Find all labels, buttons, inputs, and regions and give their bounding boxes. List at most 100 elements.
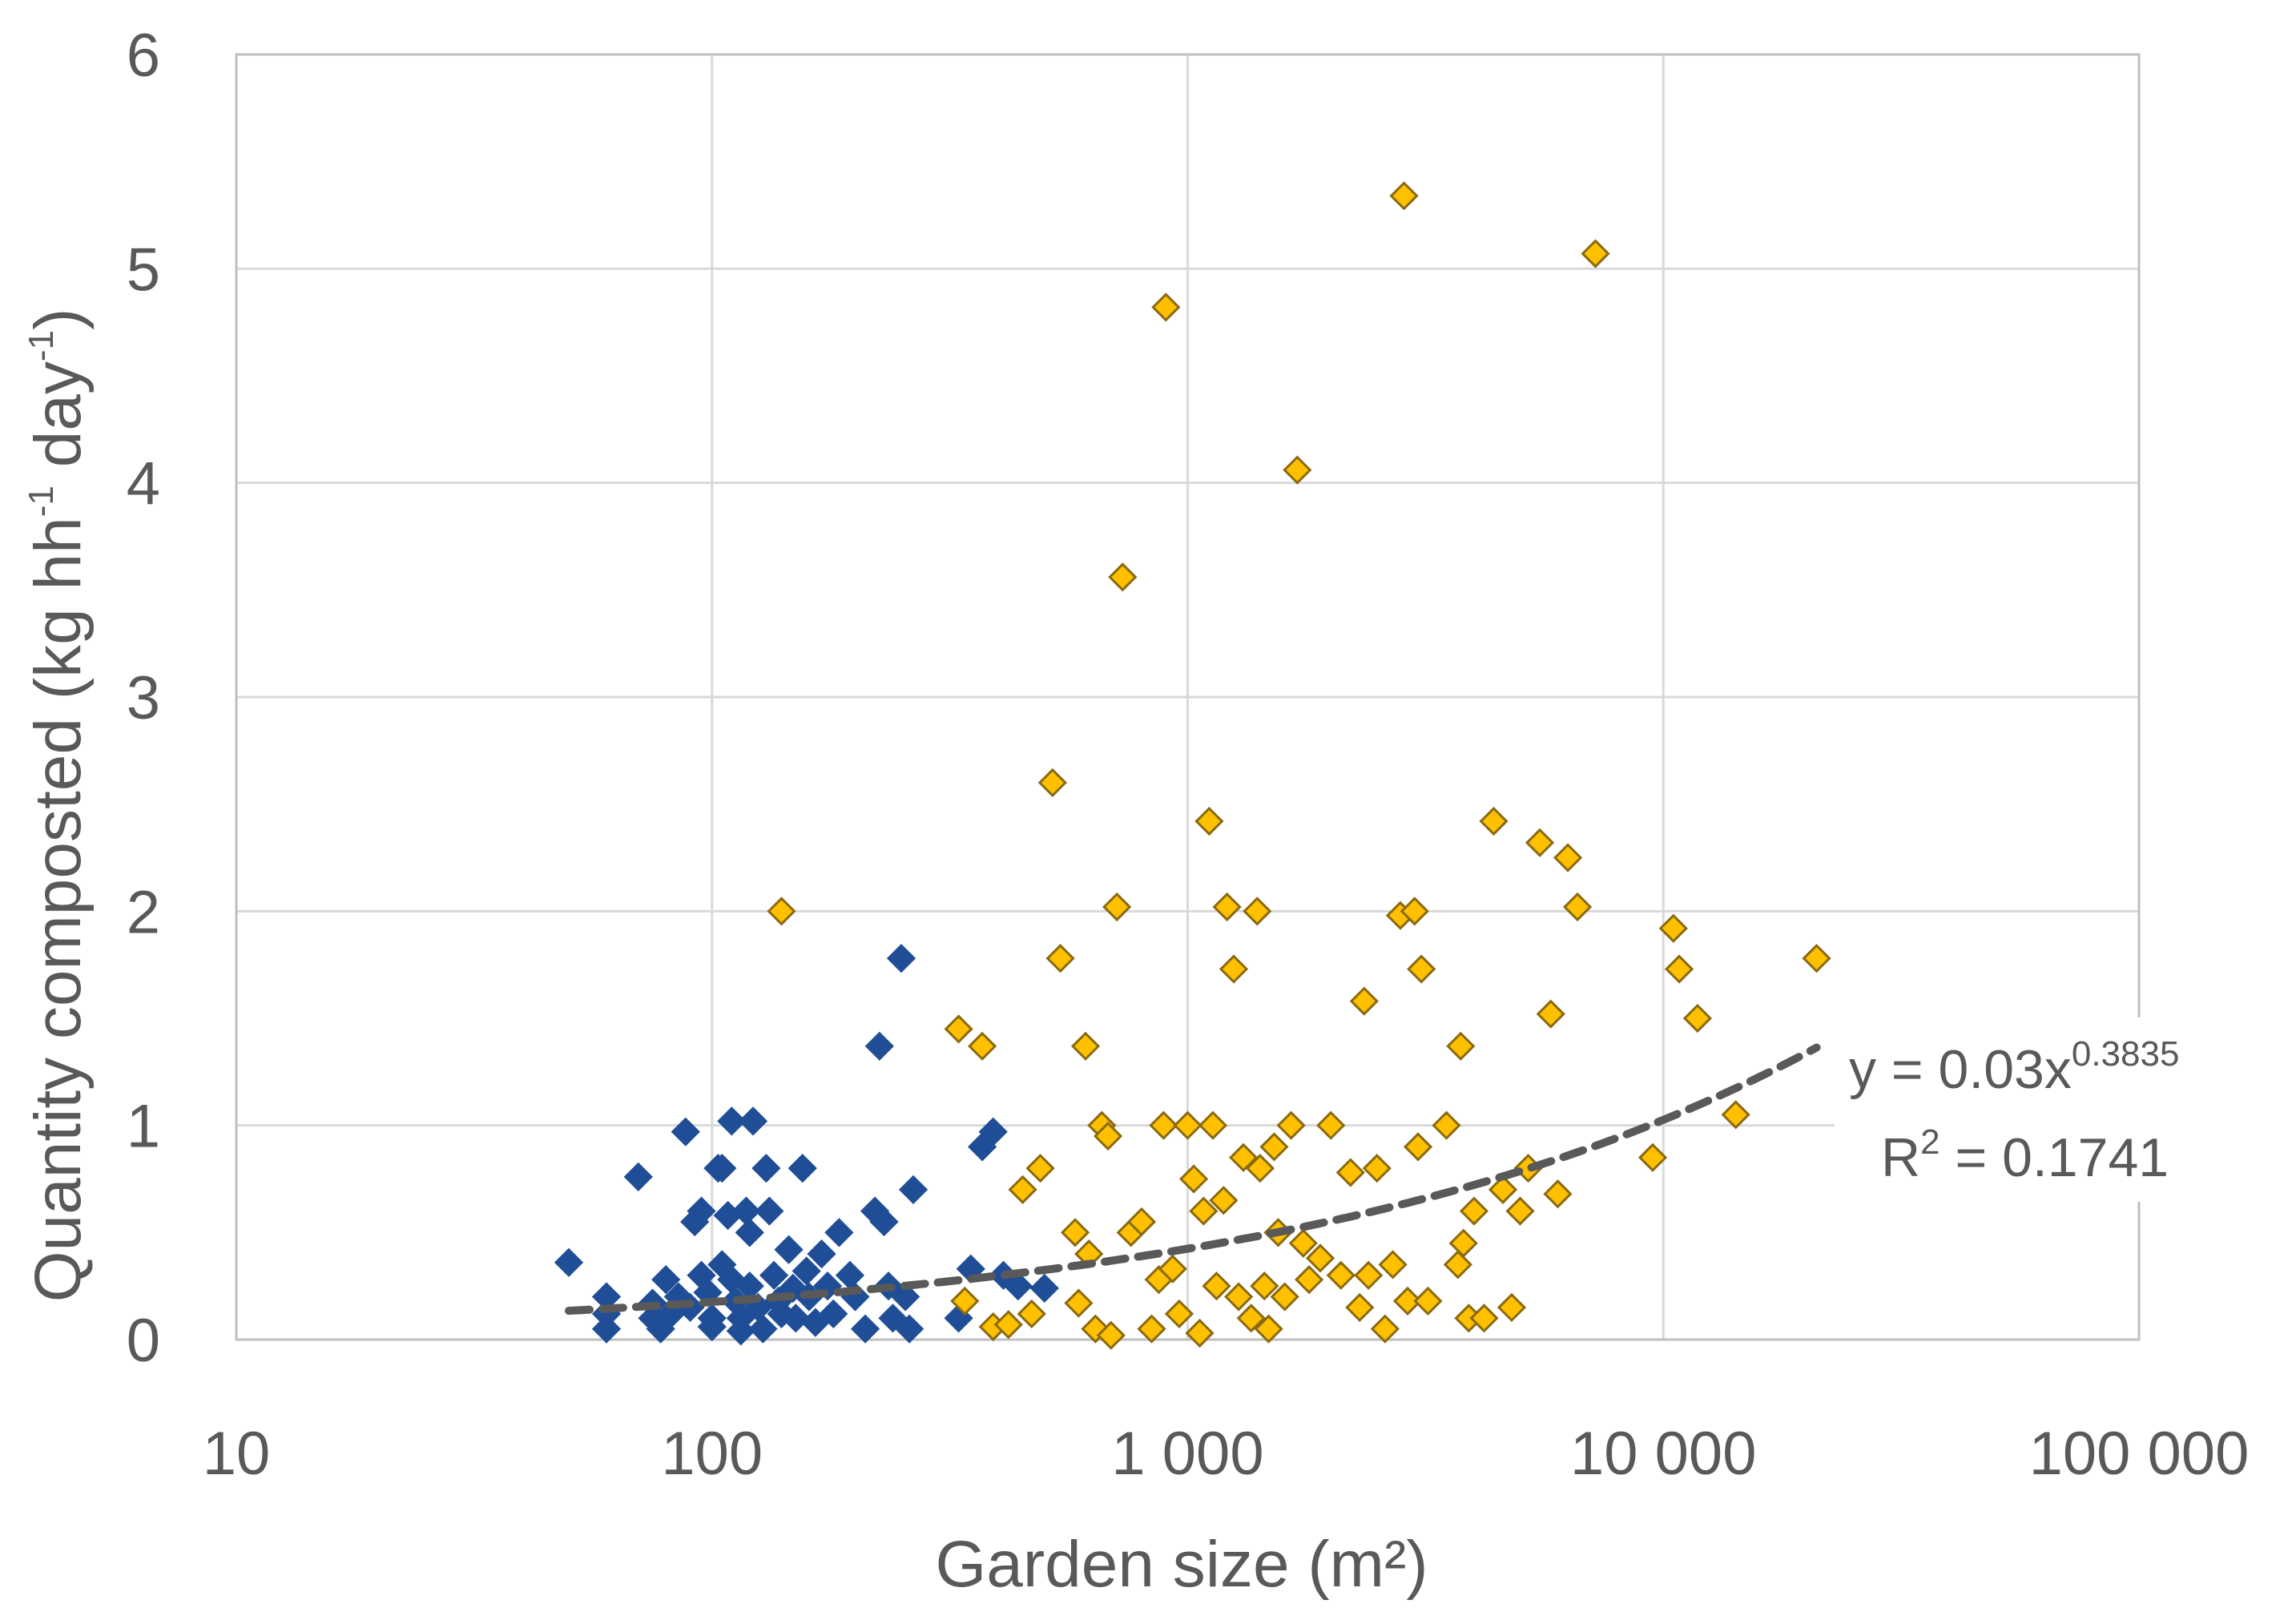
- data-point: [1060, 1218, 1090, 1247]
- data-point: [748, 1314, 778, 1344]
- data-point: [1288, 1228, 1318, 1258]
- data-point: [1392, 1286, 1423, 1316]
- data-point: [781, 1304, 811, 1333]
- data-point: [1345, 1292, 1375, 1323]
- data-point: [1432, 1110, 1461, 1140]
- data-point: [1093, 1121, 1123, 1151]
- data-point: [1045, 944, 1075, 973]
- data-point: [1658, 913, 1688, 943]
- data-point: [1229, 1143, 1259, 1172]
- data-point: [1496, 1292, 1527, 1323]
- data-point: [1259, 1132, 1289, 1162]
- data-point: [1488, 1175, 1518, 1204]
- data-point: [1664, 954, 1694, 984]
- data-point: [967, 1031, 997, 1061]
- y-axis-title: Quantity composted (kg hh-1 day-1): [22, 308, 95, 1303]
- x-tick-label: 1 000: [1111, 1420, 1263, 1488]
- y-tick-label: 1: [127, 1093, 160, 1161]
- data-point: [1443, 1250, 1472, 1280]
- data-point: [1149, 1110, 1178, 1140]
- data-point: [759, 1260, 789, 1290]
- data-point: [1378, 1250, 1408, 1280]
- data-point: [1407, 954, 1436, 984]
- y-tick-label: 6: [127, 22, 160, 90]
- data-point: [1070, 1031, 1101, 1061]
- data-point: [1218, 954, 1249, 984]
- y-tick-label: 5: [127, 236, 160, 304]
- data-point: [1553, 843, 1583, 872]
- data-point: [1096, 1320, 1126, 1350]
- data-point: [1802, 944, 1831, 973]
- data-point: [1037, 768, 1067, 798]
- data-point: [1126, 1207, 1157, 1237]
- x-tick-label: 10 000: [1570, 1420, 1756, 1488]
- data-point: [1562, 892, 1593, 922]
- data-point: [591, 1314, 622, 1344]
- data-point: [1179, 1164, 1209, 1194]
- data-point: [1354, 1260, 1384, 1290]
- data-point: [1003, 1271, 1033, 1301]
- data-point: [944, 1014, 973, 1044]
- data-point: [735, 1218, 764, 1247]
- data-point: [1224, 1282, 1254, 1312]
- data-point: [751, 1154, 781, 1183]
- data-point: [1389, 181, 1419, 211]
- data-point: [1236, 1304, 1266, 1333]
- data-point: [774, 1235, 804, 1264]
- data-point: [1505, 1196, 1535, 1226]
- data-point: [1108, 562, 1138, 592]
- data-point: [1158, 1254, 1187, 1284]
- data-point: [1202, 1271, 1231, 1301]
- plot-frame: [235, 53, 2141, 1341]
- data-point: [1283, 455, 1312, 485]
- data-point: [1459, 1196, 1489, 1226]
- data-point: [1362, 1154, 1392, 1183]
- equation-background: [1835, 1018, 2267, 1202]
- data-point: [864, 1031, 894, 1061]
- data-point: [738, 1106, 768, 1136]
- trendline-equation: y = 0.03x0.3835: [1849, 1034, 2179, 1100]
- data-point: [1194, 806, 1224, 836]
- data-point: [1525, 828, 1555, 857]
- data-point: [787, 1154, 817, 1183]
- data-point: [1543, 1179, 1573, 1209]
- y-tick-label: 0: [127, 1307, 160, 1375]
- data-point: [1682, 1003, 1713, 1034]
- data-point: [1025, 1154, 1055, 1183]
- x-axis-title: Garden size (m²): [935, 1528, 1428, 1601]
- x-tick-label: 10: [203, 1420, 271, 1488]
- data-point: [895, 1314, 924, 1344]
- data-point: [978, 1117, 1008, 1147]
- y-tick-label: 3: [127, 664, 160, 732]
- data-point: [1413, 1286, 1443, 1316]
- data-point: [1064, 1288, 1094, 1318]
- data-point: [1637, 1143, 1668, 1172]
- data-point: [993, 1310, 1023, 1340]
- data-point: [1137, 1314, 1166, 1344]
- data-point: [1335, 1158, 1365, 1187]
- data-point: [1102, 892, 1132, 922]
- data-point: [1029, 1273, 1059, 1303]
- trendline-r-squared: R2 = 0.1741: [1881, 1122, 2169, 1188]
- data-point: [1370, 1314, 1400, 1344]
- trendline: [565, 1043, 1821, 1315]
- data-point: [1305, 1243, 1335, 1273]
- data-point: [950, 1286, 980, 1316]
- data-point: [1198, 1110, 1228, 1140]
- data-point: [1151, 292, 1181, 322]
- data-point: [1270, 1282, 1299, 1312]
- data-point: [869, 1207, 899, 1237]
- data-point: [1446, 1031, 1476, 1061]
- data-point: [1403, 1132, 1433, 1162]
- data-point: [1164, 1299, 1194, 1329]
- data-point: [1326, 1260, 1355, 1290]
- data-point: [717, 1106, 747, 1136]
- x-tick-label: 100: [661, 1420, 763, 1488]
- data-point: [697, 1312, 727, 1342]
- y-tick-label: 4: [127, 450, 160, 518]
- data-point: [1189, 1196, 1218, 1226]
- data-point: [1212, 892, 1242, 922]
- data-point: [687, 1196, 716, 1226]
- data-point: [1008, 1175, 1037, 1204]
